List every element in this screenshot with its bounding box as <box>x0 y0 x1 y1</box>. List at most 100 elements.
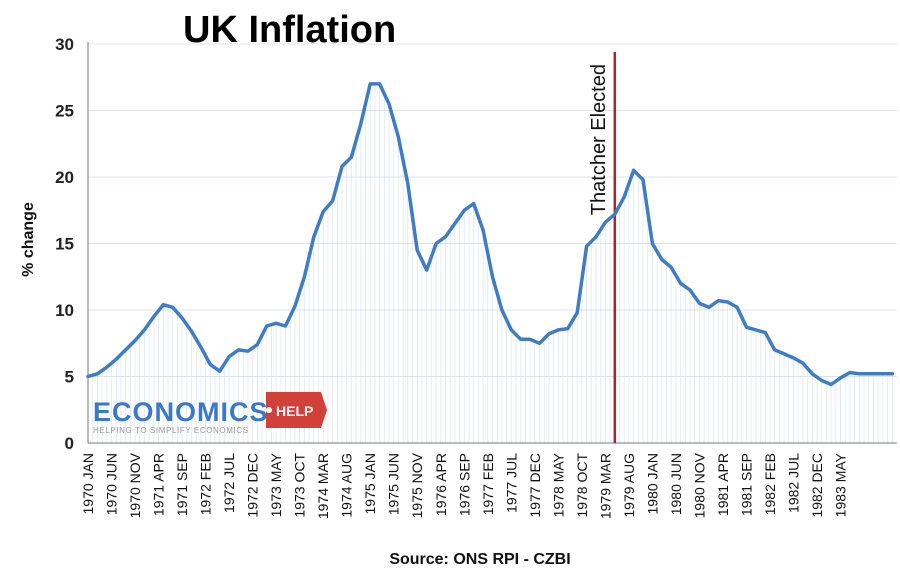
data-point <box>839 376 842 379</box>
data-point <box>256 343 259 346</box>
data-point <box>613 213 616 216</box>
data-point <box>359 122 362 125</box>
data-point <box>115 358 118 361</box>
x-tick-label: 1980 JUN <box>668 453 684 515</box>
data-point <box>632 169 635 172</box>
x-tick-label: 1971 SEP <box>174 453 190 516</box>
data-point <box>133 339 136 342</box>
x-tick-label: 1970 JAN <box>80 453 96 514</box>
data-point <box>566 327 569 330</box>
data-point <box>406 182 409 185</box>
data-point <box>594 235 597 238</box>
y-tick-label: 10 <box>55 301 74 320</box>
x-tick-label: 1976 APR <box>433 453 449 516</box>
x-tick-label: 1982 JUL <box>786 453 802 513</box>
data-point <box>199 346 202 349</box>
data-point <box>604 221 607 224</box>
data-point <box>867 372 870 375</box>
data-point <box>707 306 710 309</box>
data-point <box>801 362 804 365</box>
chart-title: UK Inflation <box>183 9 396 51</box>
logo-tagline: HELPING TO SIMPLIFY ECONOMICS <box>93 426 249 435</box>
y-tick-label: 5 <box>65 368 74 387</box>
data-point <box>538 342 541 345</box>
x-tick-label: 1973 OCT <box>292 453 308 518</box>
data-point <box>754 328 757 331</box>
data-point <box>726 300 729 303</box>
x-tick-label: 1982 FEB <box>762 453 778 515</box>
data-point <box>773 348 776 351</box>
data-point <box>331 199 334 202</box>
x-tick-label: 1982 DEC <box>809 453 825 518</box>
gridlines <box>88 43 897 377</box>
x-tick-label: 1974 MAR <box>315 453 331 519</box>
data-point <box>698 302 701 305</box>
logo-badge-text: HELP <box>276 403 313 419</box>
data-point <box>811 372 814 375</box>
logo-badge: HELP <box>266 392 327 428</box>
area-hatching <box>87 83 893 443</box>
x-tick-label: 1980 JAN <box>644 453 660 514</box>
x-tick-label: 1981 APR <box>715 453 731 516</box>
y-tick-label: 30 <box>55 35 74 54</box>
data-point <box>858 372 861 375</box>
thatcher-elected-annotation: Thatcher Elected <box>588 52 617 443</box>
x-tick-label: 1976 SEP <box>456 453 472 516</box>
data-point <box>472 202 475 205</box>
x-tick-label: 1978 OCT <box>574 453 590 518</box>
x-tick-label: 1975 JUN <box>386 453 402 515</box>
data-point <box>547 332 550 335</box>
logo-wordmark: ECONOMICS <box>93 397 269 427</box>
data-point <box>576 311 579 314</box>
data-point <box>218 370 221 373</box>
data-point <box>350 155 353 158</box>
data-point <box>886 372 889 375</box>
data-point <box>679 282 682 285</box>
data-point <box>171 306 174 309</box>
y-tick-label: 15 <box>55 235 74 254</box>
data-point <box>519 338 522 341</box>
x-tick-label: 1972 DEC <box>245 453 261 518</box>
x-tick-label: 1974 AUG <box>339 453 355 518</box>
x-tick-label: 1979 MAR <box>597 453 613 519</box>
data-point <box>764 331 767 334</box>
data-point <box>830 383 833 386</box>
inflation-line <box>86 82 895 387</box>
x-axis-label: Source: ONS RPI - CZBI <box>389 551 570 568</box>
data-point <box>688 288 691 291</box>
data-point <box>387 102 390 105</box>
data-point <box>237 348 240 351</box>
x-tick-label: 1970 NOV <box>127 452 143 518</box>
x-tick-label: 1983 MAY <box>833 452 849 517</box>
data-point <box>783 352 786 355</box>
data-point <box>340 165 343 168</box>
data-point <box>86 375 89 378</box>
data-point <box>877 372 880 375</box>
data-point <box>623 195 626 198</box>
data-point <box>529 338 532 341</box>
data-point <box>209 363 212 366</box>
x-tick-label: 1979 AUG <box>621 453 637 518</box>
x-tick-label: 1980 NOV <box>691 452 707 518</box>
data-point <box>434 242 437 245</box>
data-point <box>303 275 306 278</box>
y-tick-label: 25 <box>55 102 74 121</box>
data-point <box>246 350 249 353</box>
data-point <box>453 222 456 225</box>
data-point <box>190 330 193 333</box>
y-tick-label: 0 <box>65 434 74 453</box>
x-tick-label: 1977 DEC <box>527 453 543 518</box>
data-point <box>124 348 127 351</box>
data-point <box>641 178 644 181</box>
data-point <box>312 235 315 238</box>
x-tick-label: 1981 SEP <box>738 453 754 516</box>
data-point <box>397 136 400 139</box>
thatcher-elected-label: Thatcher Elected <box>588 64 610 215</box>
data-point <box>463 209 466 212</box>
data-point <box>891 372 894 375</box>
data-point <box>444 235 447 238</box>
x-tick-label: 1975 JAN <box>362 453 378 514</box>
data-point <box>162 303 165 306</box>
y-tick-label: 20 <box>55 168 74 187</box>
data-point <box>369 82 372 85</box>
